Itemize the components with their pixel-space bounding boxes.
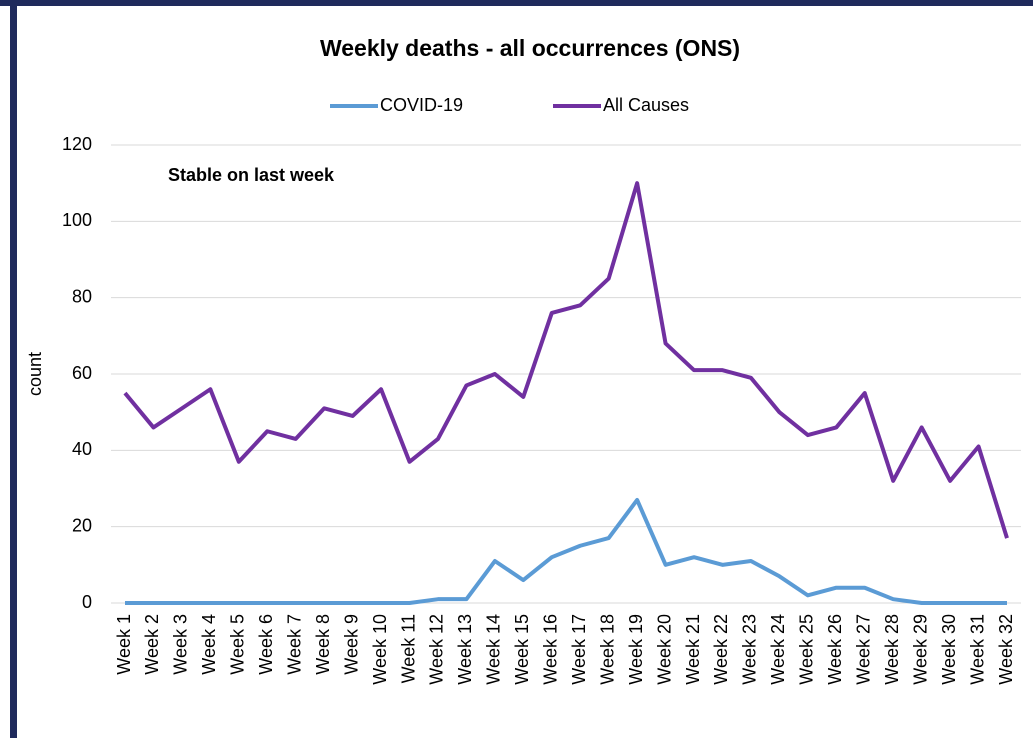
y-tick-label: 20: [72, 515, 92, 535]
y-tick-label: 80: [72, 286, 92, 306]
x-tick-label: Week 24: [768, 614, 788, 685]
x-tick-label: Week 9: [341, 614, 361, 675]
x-tick-label: Week 25: [797, 614, 817, 685]
x-tick-label: Week 20: [654, 614, 674, 685]
x-tick-label: Week 29: [910, 614, 930, 685]
x-tick-label: Week 30: [939, 614, 959, 685]
x-tick-label: Week 5: [228, 614, 248, 675]
x-tick-label: Week 11: [398, 614, 418, 683]
frame-left: [10, 0, 17, 738]
x-tick-label: Week 26: [825, 614, 845, 685]
y-tick-label: 40: [72, 439, 92, 459]
x-tick-label: Week 15: [512, 614, 532, 685]
x-tick-label: Week 21: [683, 614, 703, 685]
data-line: [123, 181, 1009, 539]
y-axis-label: count: [25, 352, 45, 396]
x-tick-label: Week 22: [711, 614, 731, 685]
x-tick-label: Week 16: [541, 614, 561, 685]
x-tick-label: Week 2: [142, 614, 162, 675]
y-tick-label: 0: [82, 592, 92, 612]
x-tick-label: Week 14: [484, 614, 504, 685]
x-tick-label: Week 7: [284, 614, 304, 675]
x-tick-label: Week 6: [256, 614, 276, 675]
x-tick-label: Week 1: [114, 614, 134, 675]
x-tick-label: Week 27: [853, 614, 873, 685]
x-tick-label: Week 23: [740, 614, 760, 685]
frame-top: [0, 0, 1033, 6]
x-tick-label: Week 32: [996, 614, 1016, 685]
x-tick-label: Week 19: [626, 614, 646, 685]
x-tick-label: Week 10: [370, 614, 390, 685]
x-tick-label: Week 28: [882, 614, 902, 685]
annotation: Stable on last week: [168, 165, 335, 185]
x-tick-label: Week 18: [597, 614, 617, 685]
x-tick-label: Week 17: [569, 614, 589, 685]
x-tick-label: Week 31: [967, 614, 987, 685]
x-tick-label: Week 3: [171, 614, 191, 675]
chart-title: Weekly deaths - all occurrences (ONS): [320, 35, 740, 61]
data-line: [125, 497, 1007, 605]
x-tick-label: Week 13: [455, 614, 475, 685]
y-tick-label: 100: [62, 210, 92, 230]
y-tick-label: 120: [62, 134, 92, 154]
x-tick-label: Week 12: [427, 614, 447, 685]
x-tick-label: Week 8: [313, 614, 333, 675]
y-tick-label: 60: [72, 363, 92, 383]
x-tick-label: Week 4: [199, 614, 219, 675]
legend-label: All Causes: [603, 95, 689, 115]
legend-label: COVID-19: [380, 95, 463, 115]
